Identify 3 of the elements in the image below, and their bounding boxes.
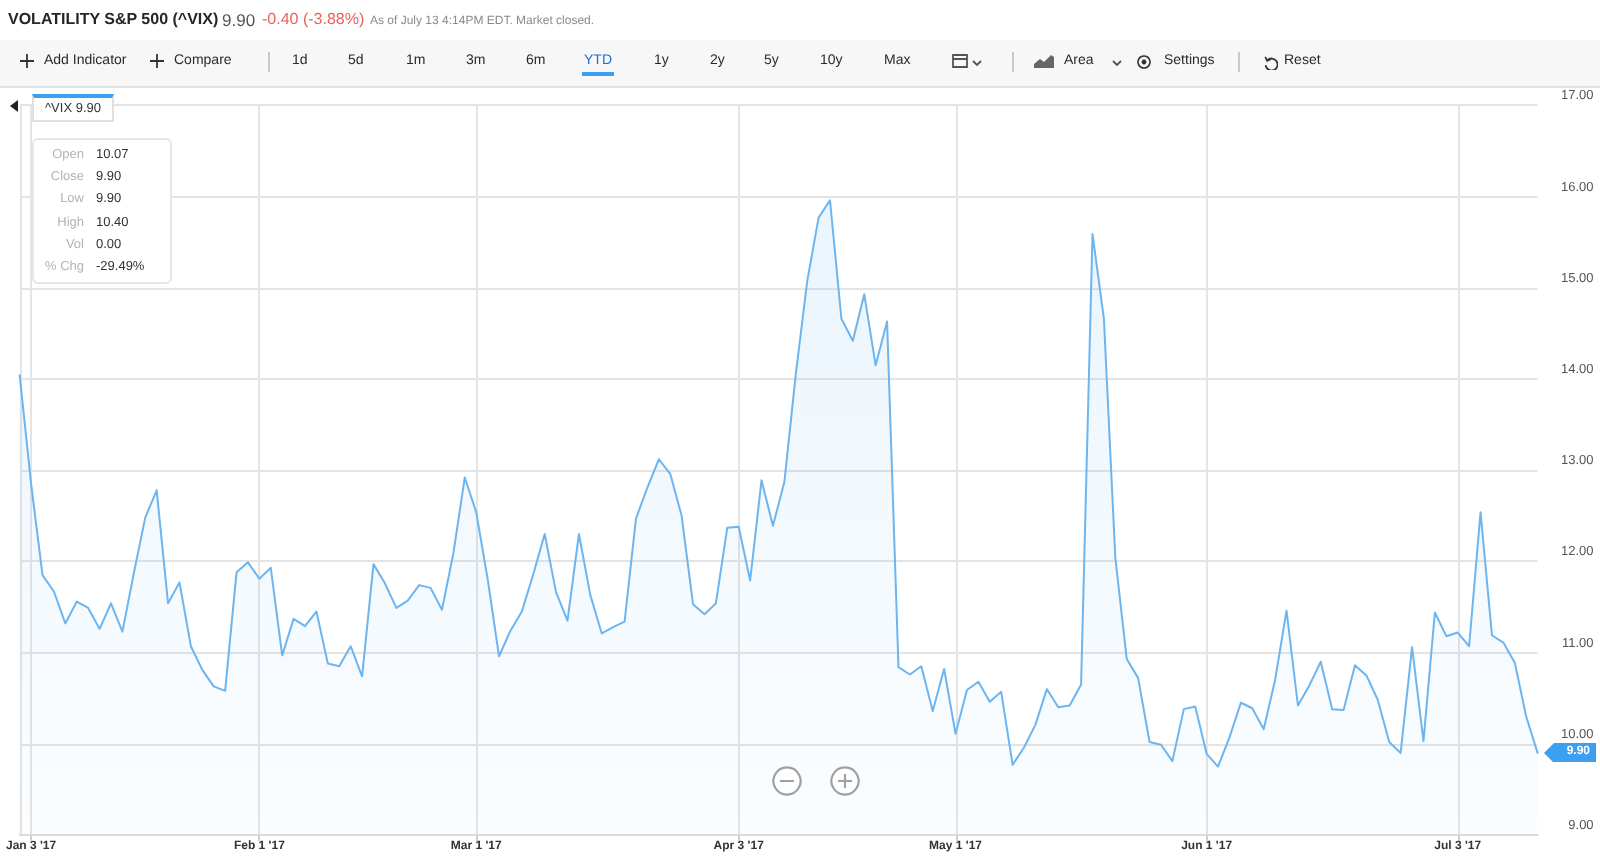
text: 9.90 [222, 8, 256, 32]
chart-title: VOLATILITY S&P 500 (^VIX) [8, 8, 219, 32]
text: -0.40 (-3.88%) [262, 8, 365, 32]
